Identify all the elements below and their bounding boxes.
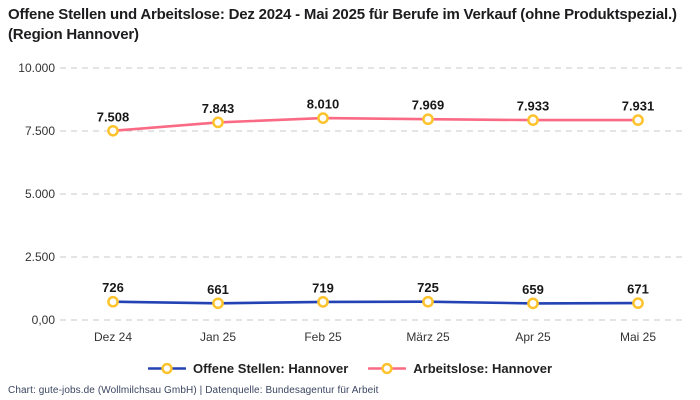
legend-line-marker-icon: [147, 362, 186, 375]
data-point-offene-stellen[interactable]: [527, 297, 539, 310]
data-point-label: 659: [522, 282, 544, 297]
line-chart-plot-area: 0,00 2.500 5.000 7.500 10.000 Dez 24 Jan 25 Feb…: [18, 61, 687, 344]
chart-title: Offene Stellen und Arbeitslose: Dez 2024…: [8, 6, 677, 43]
x-axis-label: Dez 24: [94, 330, 132, 344]
data-point-arbeitslose[interactable]: [527, 114, 539, 126]
legend-item-offene-stellen[interactable]: Offene Stellen: Hannover: [147, 361, 349, 376]
data-point-label: 661: [207, 282, 229, 297]
data-point-offene-stellen[interactable]: [107, 295, 119, 308]
attribution-text: Chart: gute-jobs.de (Wollmilchsau GmbH) …: [8, 385, 379, 396]
x-axis-label: März 25: [406, 330, 450, 344]
data-point-label: 7.508: [97, 109, 130, 124]
legend-marker: [381, 362, 393, 375]
x-axis-label: Apr 25: [515, 330, 551, 344]
series-line-arbeitslose: [111, 116, 640, 133]
data-point-offene-stellen[interactable]: [632, 297, 644, 309]
data-point-label: 7.969: [412, 98, 445, 113]
x-axis-label: Feb 25: [304, 330, 342, 344]
data-point-arbeitslose[interactable]: [107, 124, 119, 137]
data-point-label: 719: [312, 280, 334, 295]
series-line-offene-stellen: [111, 300, 640, 305]
data-point-arbeitslose[interactable]: [317, 112, 329, 124]
x-axis-label: Jan 25: [200, 330, 236, 344]
legend-label-arbeitslose: Arbeitslose: Hannover: [413, 361, 552, 376]
data-point-arbeitslose[interactable]: [212, 116, 224, 129]
y-tick-label: 2.500: [25, 250, 55, 264]
legend-line-marker-icon: [368, 362, 407, 375]
data-point-offene-stellen[interactable]: [422, 295, 434, 308]
data-point-arbeitslose[interactable]: [632, 114, 644, 126]
data-point-offene-stellen[interactable]: [317, 296, 329, 308]
data-point-offene-stellen[interactable]: [212, 297, 224, 310]
data-point-label: 726: [102, 280, 124, 295]
y-tick-label: 7.500: [25, 124, 55, 138]
data-point-label: 725: [417, 280, 439, 295]
y-tick-label: 5.000: [25, 187, 55, 201]
y-tick-label: 10.000: [18, 61, 55, 75]
legend-marker: [161, 362, 173, 375]
legend: Offene Stellen: Hannover Arbeitslose: Ha…: [0, 361, 700, 376]
data-point-label: 7.933: [517, 99, 550, 114]
data-point-arbeitslose[interactable]: [422, 113, 434, 126]
legend-label-offene-stellen: Offene Stellen: Hannover: [192, 361, 349, 376]
data-point-label: 7.843: [202, 101, 235, 116]
data-point-label: 671: [627, 282, 649, 297]
legend-item-arbeitslose[interactable]: Arbeitslose: Hannover: [368, 361, 552, 376]
y-tick-label: 0,00: [32, 313, 56, 327]
x-axis-label: Mai 25: [620, 330, 656, 344]
data-point-label: 7.931: [622, 99, 655, 114]
data-point-label: 8.010: [307, 97, 340, 112]
